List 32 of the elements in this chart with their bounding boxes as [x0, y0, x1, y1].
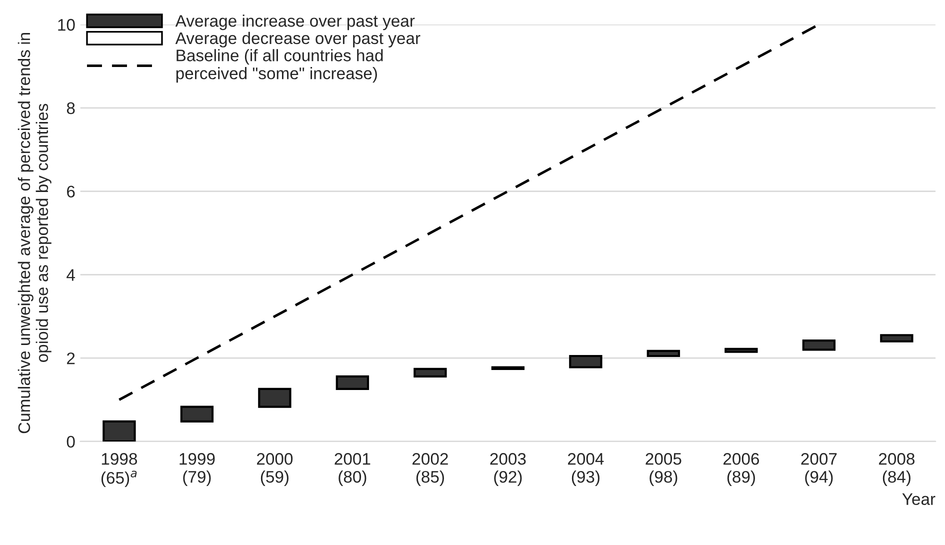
- x-tick-label: 2007 (94): [801, 453, 837, 486]
- x-tick-label: 2000 (59): [256, 453, 293, 486]
- bar: [569, 354, 602, 368]
- x-tick-label: 2001 (80): [334, 453, 370, 486]
- x-tick-label: 2002 (85): [412, 453, 448, 486]
- bar: [258, 388, 292, 408]
- x-tick-label: 2006 (89): [723, 453, 759, 486]
- bar: [102, 420, 136, 442]
- legend-label: Average decrease over past year: [175, 32, 420, 48]
- y-tick-label: 0: [66, 436, 75, 448]
- legend-label: Baseline (if all countries had perceived "some" increase): [176, 49, 383, 83]
- x-tick-label: 2003 (92): [490, 453, 526, 486]
- bar: [880, 334, 914, 342]
- legend-label: Average increase over past year: [175, 14, 415, 30]
- bar: [336, 375, 370, 390]
- x-tick-label: 2004 (93): [568, 453, 604, 486]
- x-axis-title: Year: [902, 493, 936, 505]
- y-axis-title: Cumulative unweighted average of perceived trends in opioid use as reported by countries: [18, 33, 52, 434]
- x-tick-label: 2008 (84): [878, 453, 914, 486]
- y-tick-label: 4: [66, 269, 75, 281]
- y-tick-label: 2: [67, 352, 75, 364]
- bar: [724, 348, 758, 353]
- y-tick-label: 6: [67, 186, 75, 198]
- y-tick-label: 8: [66, 102, 75, 114]
- x-tick-label: 1999 (79): [180, 453, 215, 486]
- bar: [646, 350, 680, 358]
- x-tick-label: 1998 (65)$^{a}$: [101, 453, 138, 488]
- bar: [180, 406, 214, 422]
- bar: [802, 340, 836, 351]
- y-tick-label: 10: [58, 18, 75, 31]
- bar: [414, 368, 447, 378]
- x-tick-label: 2005 (98): [646, 453, 682, 486]
